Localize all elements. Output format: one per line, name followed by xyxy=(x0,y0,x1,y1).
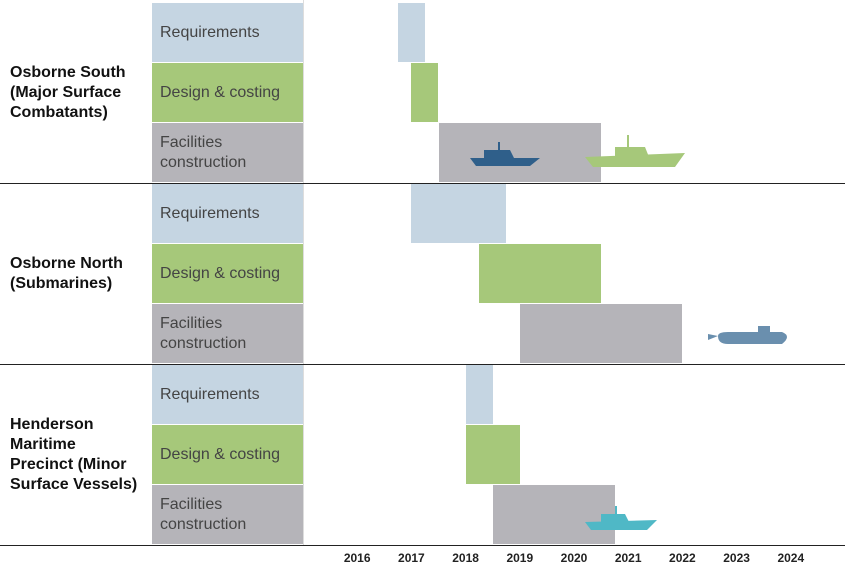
gantt-bar xyxy=(438,123,602,182)
gantt-bar xyxy=(411,63,439,122)
gantt-bar xyxy=(492,485,615,544)
submarine-icon xyxy=(708,326,787,344)
x-tick-label: 2019 xyxy=(506,551,534,565)
task-label: Facilities construction xyxy=(152,123,303,182)
group-label: Osborne South (Major Surface Combatants) xyxy=(10,64,126,121)
task-label: Facilities construction xyxy=(152,304,303,363)
task-label: Design & costing xyxy=(152,244,303,303)
gantt-bar xyxy=(465,365,493,424)
x-tick-label: 2023 xyxy=(723,551,750,565)
ship-icon xyxy=(470,142,540,166)
gantt-bar xyxy=(465,425,520,484)
group-label: Henderson Maritime Precinct (Minor Surfa… xyxy=(10,416,138,493)
task-label: Requirements xyxy=(152,184,303,243)
group-label: Osborne North (Submarines) xyxy=(10,255,123,292)
task-label: Requirements xyxy=(152,365,303,424)
task-label: Requirements xyxy=(152,3,303,62)
gantt-bar xyxy=(519,304,683,363)
group-separator xyxy=(0,364,845,365)
ship-icon xyxy=(585,506,657,530)
gantt-bar xyxy=(411,184,507,243)
group-separator xyxy=(0,545,845,546)
task-label: Design & costing xyxy=(152,425,303,484)
x-tick-label: 2020 xyxy=(560,551,588,565)
task-label: Facilities construction xyxy=(152,485,303,544)
x-tick-label: 2017 xyxy=(398,551,425,565)
task-label: Design & costing xyxy=(152,63,303,122)
x-tick-label: 2018 xyxy=(452,551,479,565)
gantt-bar xyxy=(479,244,602,303)
ship-icon xyxy=(585,135,685,167)
axis-left xyxy=(303,0,304,546)
gantt-bar xyxy=(397,3,425,62)
x-tick-label: 2016 xyxy=(343,551,371,565)
x-tick-label: 2021 xyxy=(614,551,642,565)
x-tick-label: 2024 xyxy=(777,551,805,565)
group-separator xyxy=(0,183,845,184)
x-tick-label: 2022 xyxy=(669,551,696,565)
